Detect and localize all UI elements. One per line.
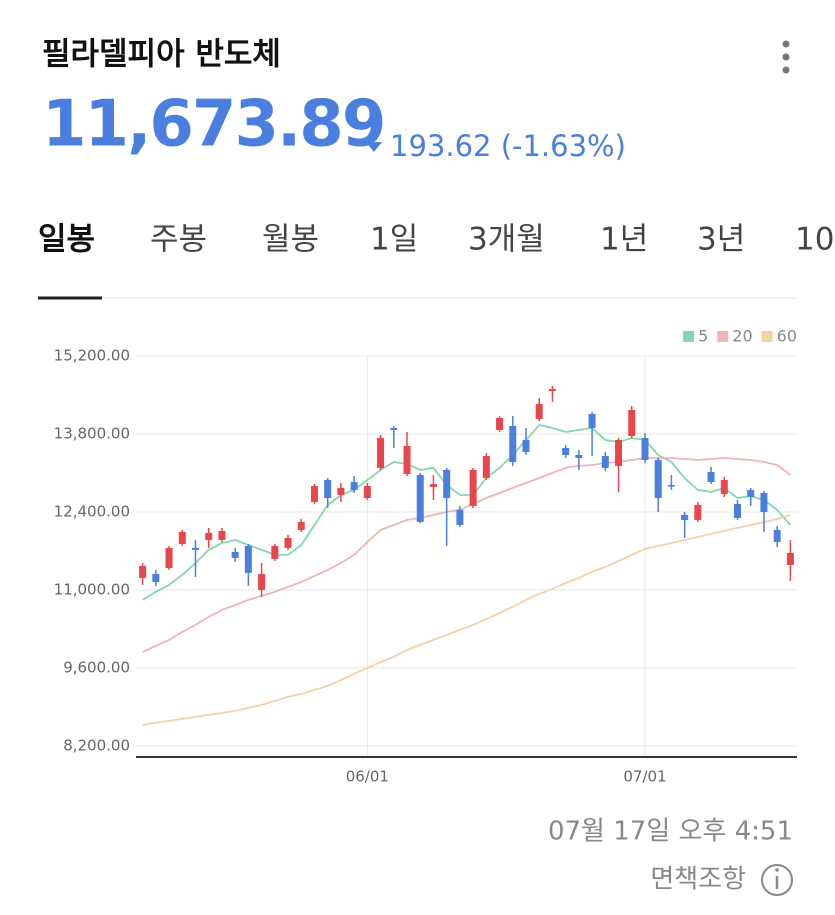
y-tick-label: 15,200.00	[54, 347, 130, 365]
candle-body	[667, 484, 675, 487]
candle-body	[271, 545, 279, 559]
tab[interactable]: 1일	[370, 222, 418, 258]
candle-body	[760, 492, 768, 512]
candle-body	[350, 481, 358, 490]
ma-line	[142, 424, 792, 601]
candle-body	[390, 427, 398, 430]
candle-body	[231, 551, 239, 558]
candle-body	[443, 469, 451, 498]
candle-body	[139, 565, 147, 578]
y-tick-label: 9,600.00	[63, 658, 130, 676]
candle-body	[258, 573, 266, 590]
candle-body	[377, 437, 385, 468]
x-tick-label: 06/01	[346, 768, 389, 786]
info-icon[interactable]	[761, 864, 793, 896]
y-tick-label: 12,400.00	[54, 502, 130, 520]
legend-label: 5	[698, 327, 708, 346]
y-tick-label: 13,800.00	[54, 424, 130, 442]
candle-body	[734, 503, 742, 518]
candle-body	[403, 445, 411, 474]
candle-body	[575, 454, 583, 458]
candle-body	[456, 509, 464, 525]
candle-body	[469, 469, 477, 506]
candle-body	[324, 479, 332, 498]
legend-swatch	[717, 331, 729, 342]
candle-body	[694, 504, 702, 520]
tab[interactable]: 3년	[697, 222, 745, 258]
timestamp: 07월 17일 오후 4:51	[548, 817, 793, 847]
candle-body	[786, 552, 794, 565]
change: 193.62 (-1.63%)	[390, 129, 626, 163]
y-tick-label: 8,200.00	[63, 736, 130, 754]
candle-body	[641, 437, 649, 460]
price: 11,673.89	[42, 88, 384, 162]
candle-body	[244, 545, 252, 573]
candle-body	[218, 530, 226, 540]
candle-body	[588, 413, 596, 428]
candle-body	[191, 547, 199, 550]
candle-body	[615, 439, 623, 466]
candle-body	[773, 529, 781, 542]
candle-body	[429, 483, 437, 487]
legend-label: 20	[732, 327, 752, 346]
ma-line	[142, 514, 791, 726]
tab[interactable]: 3개월	[468, 222, 545, 258]
candle-body	[720, 479, 728, 494]
candle-body	[522, 439, 530, 452]
disclaimer[interactable]: 면책조항	[650, 865, 746, 895]
candle-body	[337, 487, 345, 495]
title: 필라델피아 반도체	[42, 37, 281, 73]
ma-line	[142, 457, 791, 653]
legend-swatch	[683, 331, 695, 342]
tab[interactable]: 1년	[600, 222, 648, 258]
candle-body	[152, 573, 160, 582]
candle-body	[562, 447, 570, 455]
candle-body	[654, 459, 662, 498]
candle-body	[178, 531, 186, 544]
x-tick-label: 07/01	[623, 768, 666, 786]
candle-body	[416, 474, 424, 522]
legend-swatch	[761, 331, 773, 342]
candle-body	[681, 514, 689, 520]
candle-body	[747, 489, 755, 497]
candle-body	[165, 547, 173, 568]
tab[interactable]: 10	[795, 222, 834, 258]
chart: 8,200.00 9,600.00 11,000.00 12,400.00 13,800…	[54, 327, 797, 786]
candle-body	[496, 417, 504, 430]
candle-body	[548, 388, 556, 391]
candle-body	[482, 455, 490, 478]
tabs: 일봉 주봉 월봉 1일 3개월 1년 3년 10	[38, 222, 834, 258]
candle-body	[509, 425, 517, 462]
legend-label: 60	[777, 327, 797, 346]
tab[interactable]: 주봉	[150, 222, 207, 258]
candle-body	[363, 485, 371, 498]
tab[interactable]: 일봉	[38, 222, 95, 258]
candle-body	[297, 521, 305, 530]
candle-body	[707, 471, 715, 482]
candle-body	[310, 485, 318, 502]
candle-body	[535, 404, 543, 419]
down-arrow	[366, 142, 382, 152]
candle-body	[628, 409, 636, 436]
tab[interactable]: 월봉	[262, 222, 319, 258]
candle-body	[601, 455, 609, 468]
menu-button[interactable]	[782, 40, 790, 74]
candle-body	[205, 532, 213, 540]
candle-body	[284, 537, 292, 548]
y-tick-label: 11,000.00	[54, 580, 130, 598]
